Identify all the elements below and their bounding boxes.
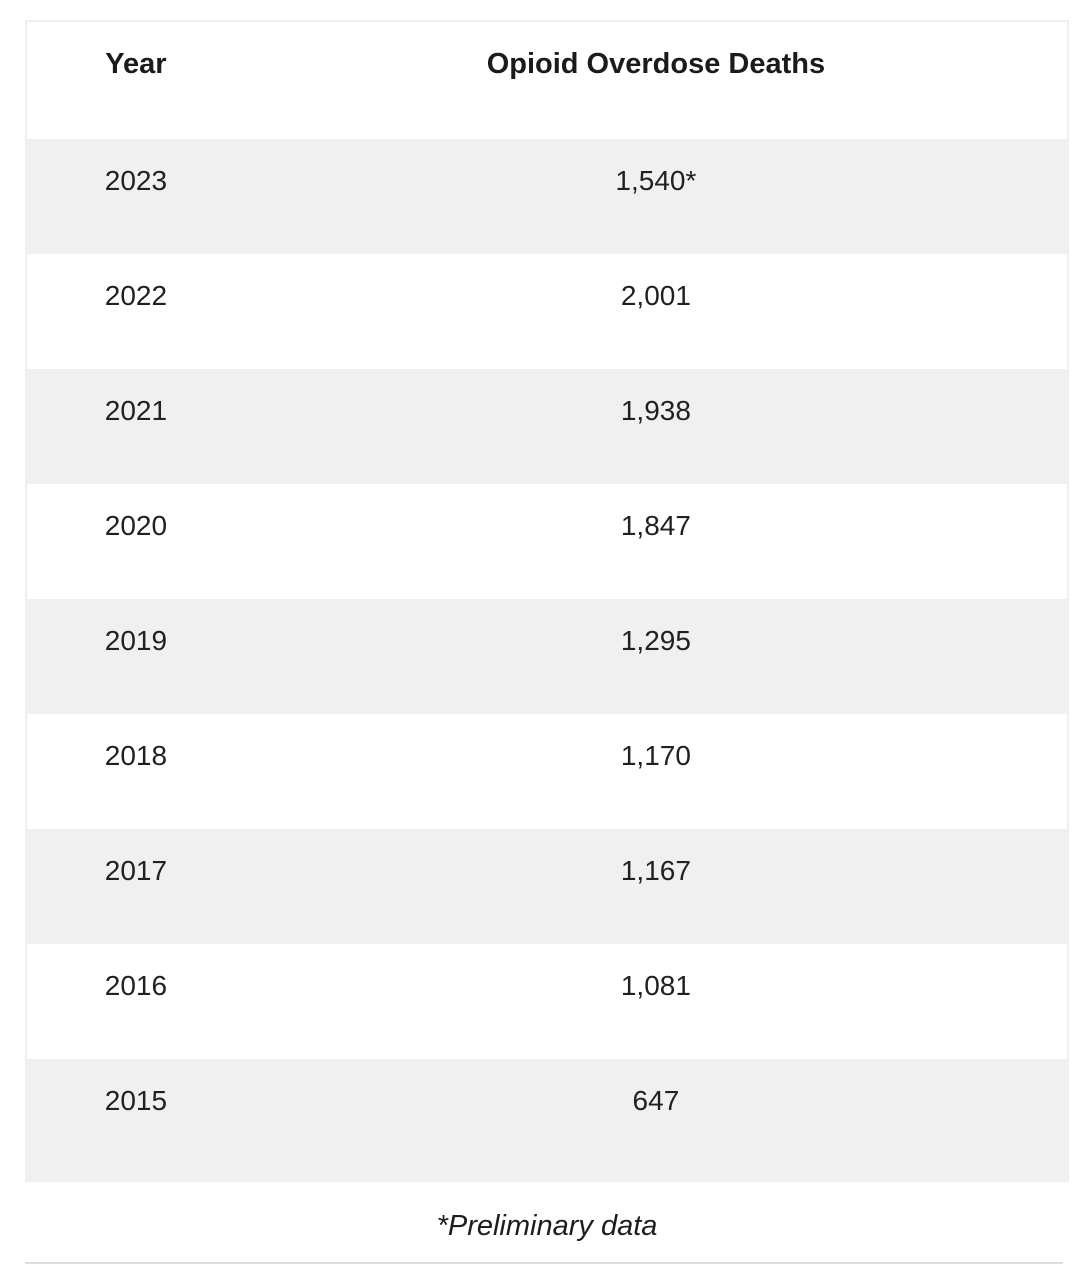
- deaths-cell: 1,847: [620, 510, 691, 541]
- deaths-column-header: Opioid Overdose Deaths: [486, 48, 826, 80]
- year-cell: 2020: [104, 510, 168, 541]
- year-cell: 2022: [104, 280, 168, 311]
- deaths-cell: 1,167: [620, 855, 691, 886]
- deaths-cell: 647: [632, 1085, 680, 1116]
- table-row: 2022 2,001: [26, 254, 1068, 369]
- table-row: 2020 1,847: [26, 484, 1068, 599]
- year-cell: 2023: [104, 165, 168, 196]
- year-cell: 2017: [104, 855, 168, 886]
- year-cell: 2021: [104, 395, 168, 426]
- year-cell: 2019: [104, 625, 168, 656]
- table-header-row: Year Opioid Overdose Deaths: [26, 21, 1068, 139]
- table-row: 2023 1,540*: [26, 139, 1068, 254]
- opioid-deaths-table: Year Opioid Overdose Deaths 2023 1,540* …: [25, 20, 1069, 1182]
- year-column-header: Year: [105, 48, 167, 80]
- year-cell: 2015: [104, 1085, 168, 1116]
- table-row: 2015 647: [26, 1059, 1068, 1181]
- table-row: 2017 1,167: [26, 829, 1068, 944]
- table-body: 2023 1,540* 2022 2,001 2021 1,938 2020 1…: [26, 139, 1068, 1181]
- deaths-cell: 2,001: [620, 280, 691, 311]
- deaths-cell: 1,170: [620, 740, 691, 771]
- deaths-cell: 1,295: [620, 625, 691, 656]
- opioid-deaths-table-container: Year Opioid Overdose Deaths 2023 1,540* …: [25, 20, 1069, 1243]
- preliminary-data-footnote: *Preliminary data: [436, 1210, 658, 1242]
- next-section-top-border: [25, 1262, 1063, 1264]
- table-row: 2016 1,081: [26, 944, 1068, 1059]
- deaths-cell: 1,938: [620, 395, 691, 426]
- deaths-cell: 1,081: [620, 970, 691, 1001]
- table-row: 2019 1,295: [26, 599, 1068, 714]
- year-cell: 2018: [104, 740, 168, 771]
- table-row: 2018 1,170: [26, 714, 1068, 829]
- deaths-cell: 1,540*: [615, 165, 697, 196]
- table-row: 2021 1,938: [26, 369, 1068, 484]
- year-cell: 2016: [104, 970, 168, 1001]
